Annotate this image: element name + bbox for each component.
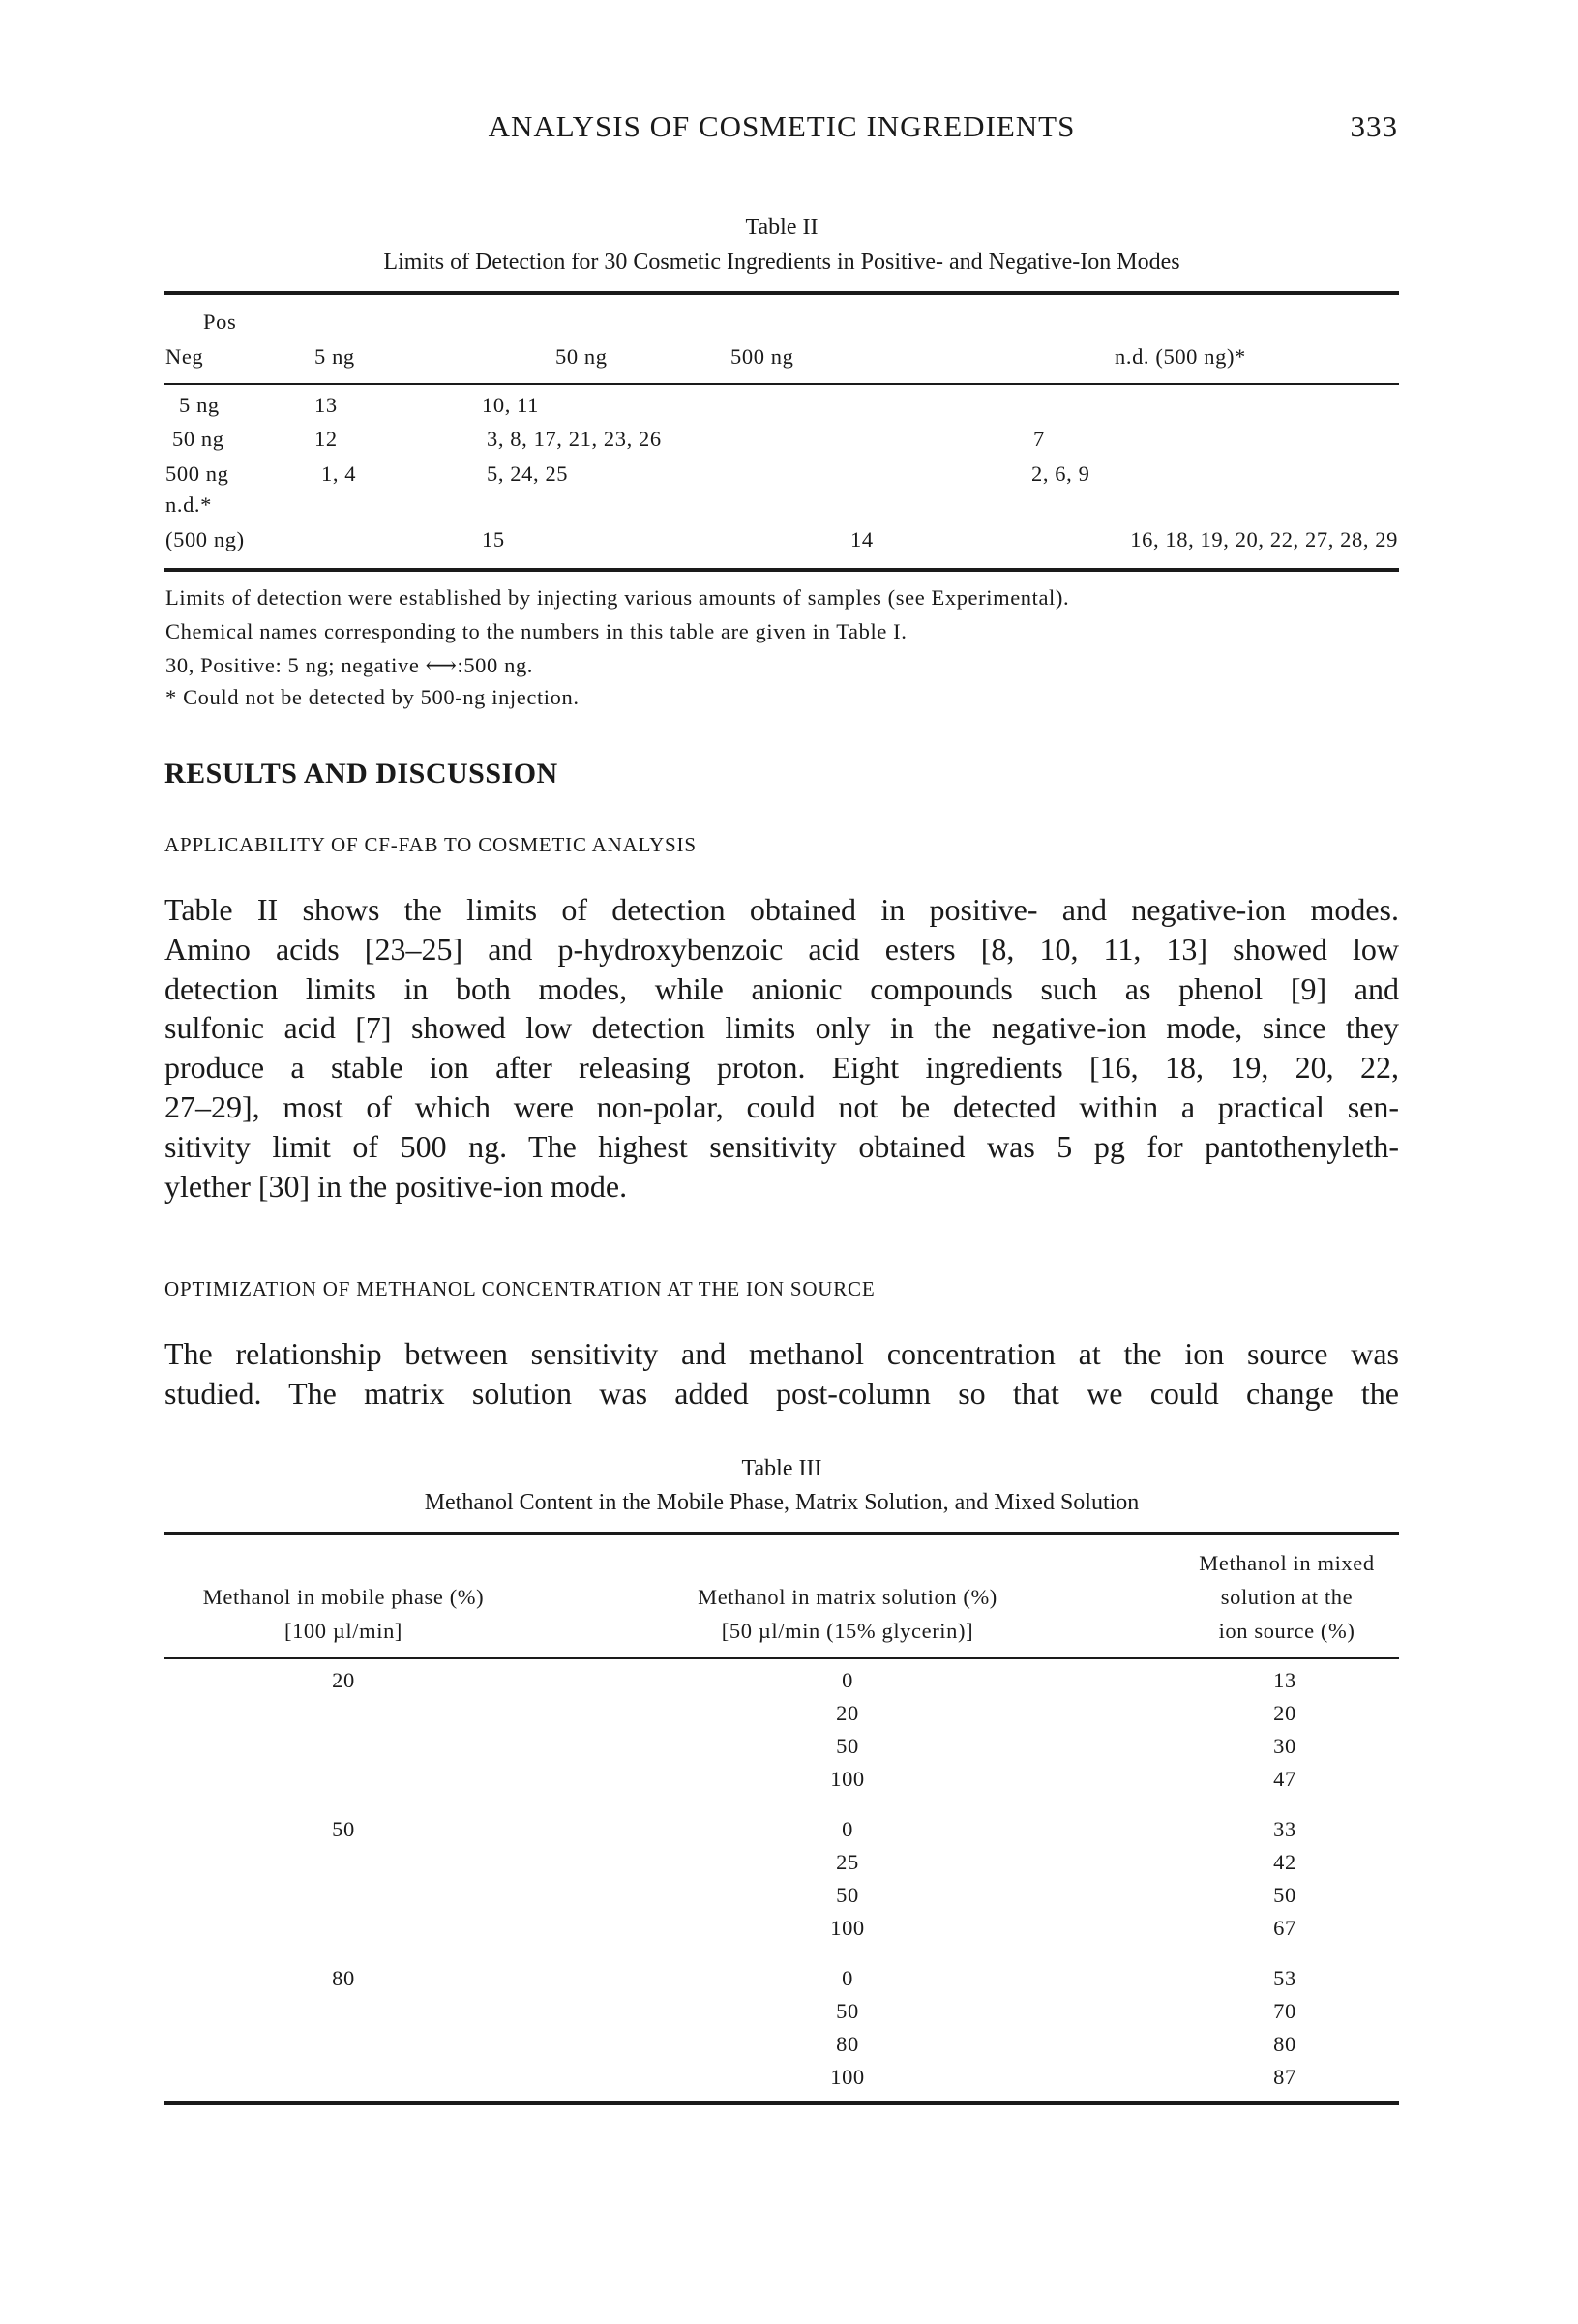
cell: 7: [1033, 427, 1045, 451]
text-line: studied. The matrix solution was added p…: [164, 1375, 1399, 1411]
table-note: 30, Positive: 5 ng; negative ⟷:500 ng.: [165, 653, 534, 677]
mixed-solution-cell: 67: [1273, 1916, 1296, 1940]
cell: 14: [850, 527, 874, 551]
column-header: [100 µl/min]: [283, 1619, 403, 1643]
matrix-solution-cell: 100: [830, 2065, 865, 2089]
column-header: solution at the: [1220, 1585, 1354, 1609]
cell: 5, 24, 25: [487, 462, 569, 486]
column-header: Methanol in mobile phase (%): [202, 1585, 485, 1609]
text-line: The relationship between sensitivity and…: [164, 1336, 1399, 1371]
row-label: n.d.*: [165, 492, 212, 517]
mixed-solution-cell: 87: [1273, 2065, 1296, 2089]
mobile-phase-cell: 20: [332, 1668, 355, 1692]
matrix-solution-cell: 100: [830, 1767, 865, 1791]
table-header-rule: [164, 383, 1399, 385]
matrix-solution-cell: 0: [842, 1668, 853, 1692]
row-label: (500 ng): [165, 527, 245, 551]
mixed-solution-cell: 50: [1273, 1883, 1296, 1907]
text-line: detection limits in both modes, while an…: [164, 970, 1399, 1006]
page-number: 333: [1350, 109, 1398, 143]
text-line: 27–29], most of which were non-polar, co…: [164, 1088, 1399, 1124]
row-label: 50 ng: [172, 427, 224, 451]
cell: 16, 18, 19, 20, 22, 27, 28, 29: [1130, 527, 1398, 551]
column-header: n.d. (500 ng)*: [1115, 344, 1246, 369]
mixed-solution-cell: 13: [1273, 1668, 1296, 1692]
matrix-solution-cell: 50: [836, 1883, 859, 1907]
text-line: Table II shows the limits of detection o…: [164, 892, 1399, 927]
table-note: Chemical names corresponding to the numb…: [165, 619, 908, 643]
cell: 1, 4: [321, 462, 357, 486]
column-header: Methanol in matrix solution (%): [698, 1585, 997, 1609]
matrix-solution-cell: 20: [836, 1701, 859, 1725]
corner-pos: Pos: [203, 310, 237, 334]
mixed-solution-cell: 30: [1273, 1734, 1296, 1758]
table-note: Limits of detection were established by …: [165, 585, 1070, 610]
table-top-rule: [164, 291, 1399, 295]
column-header: 500 ng: [730, 344, 794, 369]
column-header: [50 µl/min (15% glycerin)]: [721, 1619, 974, 1643]
text-line: Amino acids [23–25] and p-hydroxybenzoic…: [164, 931, 1399, 967]
matrix-solution-cell: 100: [830, 1916, 865, 1940]
matrix-solution-cell: 0: [842, 1966, 853, 1990]
table-caption: Limits of Detection for 30 Cosmetic Ingr…: [383, 250, 1180, 275]
paragraph: The relationship between sensitivity and…: [164, 1334, 1399, 1414]
mixed-solution-cell: 53: [1273, 1966, 1296, 1990]
table-top-rule: [164, 1532, 1399, 1535]
row-label: 5 ng: [179, 393, 220, 417]
column-header: 5 ng: [314, 344, 355, 369]
cell: 2, 6, 9: [1031, 462, 1090, 486]
mixed-solution-cell: 42: [1273, 1850, 1296, 1874]
paragraph: Table II shows the limits of detection o…: [164, 890, 1399, 1206]
matrix-solution-cell: 50: [836, 1734, 859, 1758]
table-label: Table II: [745, 215, 819, 240]
table-caption: Methanol Content in the Mobile Phase, Ma…: [424, 1490, 1140, 1515]
subsection-heading: OPTIMIZATION OF METHANOL CONCENTRATION A…: [164, 1277, 876, 1300]
running-title: ANALYSIS OF COSMETIC INGREDIENTS: [488, 109, 1076, 143]
row-label: 500 ng: [165, 462, 229, 486]
cell: 12: [314, 427, 338, 451]
matrix-solution-cell: 80: [836, 2032, 859, 2056]
mixed-solution-cell: 70: [1273, 1999, 1296, 2023]
cell: 13: [314, 393, 338, 417]
mobile-phase-cell: 50: [332, 1817, 355, 1841]
text-line: sulfonic acid [7] showed low detection l…: [164, 1010, 1399, 1046]
matrix-solution-cell: 50: [836, 1999, 859, 2023]
mixed-solution-cell: 47: [1273, 1767, 1296, 1791]
cell: 3, 8, 17, 21, 23, 26: [487, 427, 662, 451]
section-heading: RESULTS AND DISCUSSION: [164, 758, 558, 790]
column-header: Methanol in mixed: [1199, 1551, 1375, 1575]
column-header: 50 ng: [555, 344, 608, 369]
text-line: produce a stable ion after releasing pro…: [164, 1050, 1399, 1086]
mixed-solution-cell: 20: [1273, 1701, 1296, 1725]
mobile-phase-cell: 80: [332, 1966, 355, 1990]
text-line: ylether [30] in the positive-ion mode.: [164, 1168, 628, 1204]
subsection-heading: APPLICABILITY OF CF-FAB TO COSMETIC ANAL…: [164, 833, 697, 856]
table-note: * Could not be detected by 500-ng inject…: [165, 685, 580, 709]
column-header: ion source (%): [1218, 1619, 1355, 1643]
matrix-solution-cell: 25: [836, 1850, 859, 1874]
table-header-rule: [164, 1657, 1399, 1659]
cell: 15: [482, 527, 505, 551]
corner-neg: Neg: [165, 344, 204, 369]
text-line: sitivity limit of 500 ng. The highest se…: [164, 1128, 1399, 1164]
table-bottom-rule: [164, 568, 1399, 572]
table-bottom-rule: [164, 2101, 1399, 2105]
table-label: Table III: [741, 1456, 822, 1481]
mixed-solution-cell: 33: [1273, 1817, 1296, 1841]
mixed-solution-cell: 80: [1273, 2032, 1296, 2056]
matrix-solution-cell: 0: [842, 1817, 853, 1841]
cell: 10, 11: [482, 393, 540, 417]
